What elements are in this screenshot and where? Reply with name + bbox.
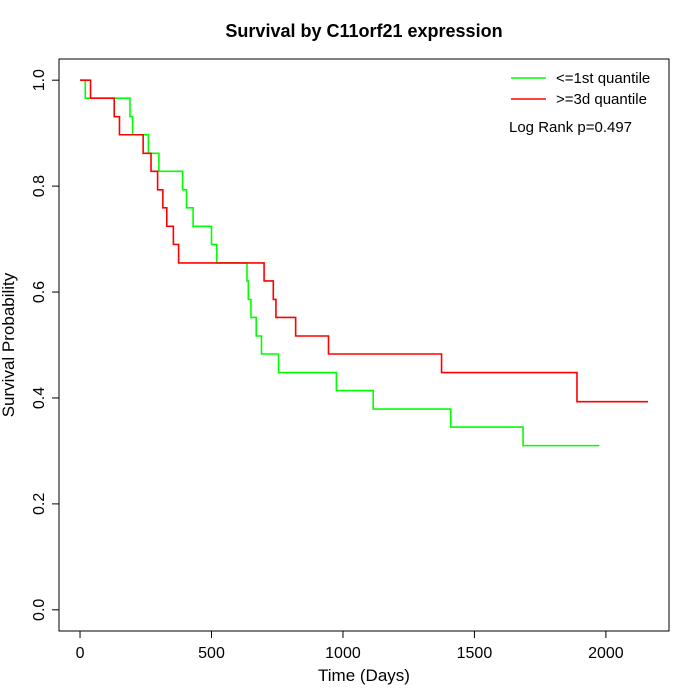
x-tick-label: 500 <box>198 645 225 662</box>
survival-curve-2 <box>80 79 648 403</box>
x-tick-label: 0 <box>76 645 85 662</box>
chart-title: Survival by C11orf21 expression <box>225 21 502 41</box>
y-tick-label: 0.4 <box>31 387 48 409</box>
plot-frame <box>58 58 670 632</box>
x-axis-label: Time (Days) <box>318 666 410 685</box>
x-tick-label: 1500 <box>457 645 493 662</box>
x-tick-label: 1000 <box>325 645 361 662</box>
legend-label-2: >=3d quantile <box>556 91 647 108</box>
y-tick-label: 0.6 <box>31 281 48 303</box>
x-axis: 0 500 1000 1500 2000 <box>76 630 624 662</box>
y-tick-label: 0.8 <box>31 175 48 197</box>
series-layer <box>80 79 648 447</box>
x-tick-label: 2000 <box>588 645 624 662</box>
y-tick-label: 0.0 <box>31 599 48 621</box>
y-axis-label: Survival Probability <box>0 272 18 417</box>
legend: <=1st quantile >=3d quantile <box>511 70 650 108</box>
log-rank-annotation: Log Rank p=0.497 <box>509 119 632 136</box>
legend-label-1: <=1st quantile <box>556 70 650 87</box>
y-tick-label: 0.2 <box>31 493 48 515</box>
y-tick-label: 1.0 <box>31 69 48 91</box>
y-axis: 0.0 0.2 0.4 0.6 0.8 1.0 <box>31 69 60 621</box>
